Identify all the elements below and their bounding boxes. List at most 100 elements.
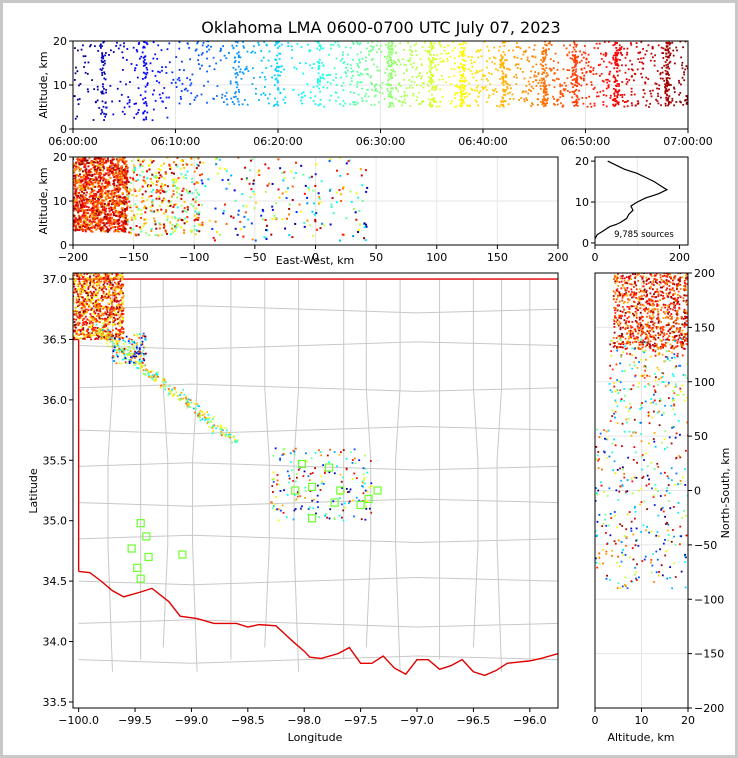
altitude-eastwest-point: [183, 200, 186, 203]
plan-view-point: [98, 309, 101, 312]
altitude-time-point: [502, 105, 505, 108]
altitude-eastwest-point: [86, 182, 89, 185]
altitude-time-point: [431, 99, 434, 101]
altitude-time-point: [364, 68, 367, 71]
altitude-time-point: [487, 79, 489, 82]
altitude-time-point: [389, 102, 392, 105]
altitude-time-point: [287, 42, 290, 44]
plan-view-point: [368, 507, 371, 510]
altitude-time-point: [571, 72, 574, 75]
altitude-time-point: [134, 67, 137, 70]
altitude-eastwest-point: [88, 183, 91, 186]
altitude-time-point: [422, 82, 425, 84]
plan-view-point: [92, 326, 95, 329]
altitude-time-point: [552, 67, 555, 69]
altitude-eastwest-point: [146, 198, 149, 201]
altitude-time-point: [145, 62, 148, 65]
plan-view-point: [233, 435, 236, 438]
altitude-eastwest-point: [78, 166, 81, 169]
altitude-eastwest-point: [155, 197, 158, 200]
altitude-time-point: [226, 103, 229, 106]
altitude-eastwest-point: [90, 187, 93, 190]
altitude-time-point: [370, 49, 373, 52]
altitude-time-point: [541, 51, 544, 53]
plan-view-point: [179, 394, 182, 396]
plan-view-point: [113, 313, 116, 316]
altitude-time-point: [390, 74, 393, 77]
altitude-time-point: [323, 105, 325, 108]
plan-view-point: [93, 334, 96, 336]
altitude-eastwest-point: [81, 184, 84, 187]
altitude-time-point: [631, 69, 634, 72]
altitude-time-point: [589, 102, 592, 105]
altitude-eastwest-ytick-label: 0: [60, 239, 67, 252]
altitude-time-point: [421, 46, 424, 48]
altitude-time-point: [296, 42, 299, 45]
altitude-time-point: [651, 45, 654, 48]
altitude-time-point: [424, 41, 426, 44]
altitude-time-point: [665, 73, 668, 76]
altitude-eastwest-point: [115, 204, 118, 207]
altitude-eastwest-point: [104, 181, 107, 184]
altitude-eastwest-point: [130, 160, 133, 163]
plan-view-point: [224, 426, 227, 429]
altitude-time-point: [142, 60, 145, 63]
altitude-time-point: [265, 67, 268, 69]
altitude-time-point: [461, 104, 464, 107]
altitude-eastwest-point: [96, 168, 99, 171]
altitude-eastwest-point: [293, 176, 296, 179]
plan-view-point: [80, 301, 82, 304]
altitude-time-point: [417, 91, 420, 94]
altitude-time-point: [234, 91, 237, 93]
altitude-time-point: [541, 67, 544, 70]
altitude-time-point: [471, 73, 474, 75]
altitude-eastwest-point: [99, 186, 102, 189]
altitude-time-point: [302, 91, 305, 94]
altitude-eastwest-point: [109, 176, 112, 179]
altitude-eastwest-point: [155, 227, 158, 230]
altitude-time-point: [189, 58, 192, 61]
altitude-eastwest-point: [125, 186, 128, 189]
plan-view-point: [105, 325, 108, 327]
plan-view-point: [94, 331, 97, 334]
altitude-eastwest-point: [123, 161, 126, 164]
altitude-time-point: [388, 42, 390, 44]
plan-view-point: [88, 332, 91, 335]
altitude-eastwest-point: [249, 159, 252, 162]
altitude-time-point: [219, 59, 222, 62]
altitude-eastwest-point: [117, 172, 120, 175]
altitude-time-point: [82, 44, 84, 47]
altitude-eastwest-point: [105, 161, 108, 164]
altitude-eastwest-point: [361, 199, 364, 202]
altitude-time-point: [471, 89, 474, 91]
altitude-eastwest-point: [119, 195, 122, 198]
altitude-time-point: [600, 73, 603, 75]
altitude-time-point: [667, 72, 669, 75]
altitude-time-point: [389, 73, 392, 76]
altitude-time-point: [544, 104, 546, 107]
altitude-eastwest-point: [157, 195, 160, 198]
plan-view-point: [220, 434, 223, 437]
altitude-time-point: [143, 46, 146, 49]
altitude-time-point: [575, 79, 577, 82]
altitude-eastwest-point: [349, 190, 352, 193]
altitude-time-point: [544, 52, 547, 55]
altitude-eastwest-point: [95, 199, 98, 202]
altitude-eastwest-point: [119, 176, 122, 179]
altitude-time-point: [243, 99, 246, 101]
altitude-eastwest-point: [108, 165, 111, 168]
altitude-eastwest-point: [123, 172, 126, 175]
altitude-time-point: [542, 102, 544, 105]
altitude-time-point: [168, 42, 171, 45]
altitude-time-point: [471, 65, 474, 68]
altitude-time-point: [251, 83, 254, 85]
altitude-time-point: [291, 48, 294, 51]
altitude-time-point: [505, 59, 508, 61]
altitude-eastwest-point: [78, 202, 81, 205]
altitude-time-point: [573, 84, 576, 87]
altitude-time-point: [409, 45, 412, 48]
altitude-time-point: [232, 66, 235, 69]
altitude-time-point: [571, 57, 574, 60]
altitude-eastwest-point: [95, 196, 98, 199]
altitude-eastwest-point: [75, 198, 78, 201]
